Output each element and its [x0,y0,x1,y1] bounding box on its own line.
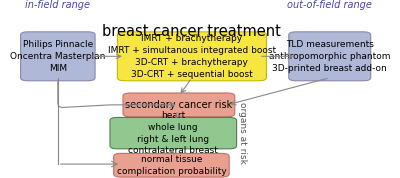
Text: heart
whole lung
right & left lung
contralateral breast: heart whole lung right & left lung contr… [128,111,218,155]
FancyBboxPatch shape [20,32,95,81]
Text: IMRT + brachytherapy
IMRT + simultanous integrated boost
3D-CRT + brachytherapy
: IMRT + brachytherapy IMRT + simultanous … [108,34,276,78]
Text: organs at risk: organs at risk [238,102,247,164]
Text: TLD measurements
anthropomorphic phantom
3D-printed breast add-on: TLD measurements anthropomorphic phantom… [269,40,390,73]
FancyBboxPatch shape [123,93,235,117]
Text: in-field range: in-field range [25,0,90,11]
FancyBboxPatch shape [110,117,237,149]
Text: secondary cancer risk: secondary cancer risk [125,100,232,110]
FancyBboxPatch shape [289,32,371,81]
Text: Philips Pinnacle
Oncentra Masterplan
MIM: Philips Pinnacle Oncentra Masterplan MIM [10,40,106,73]
Text: normal tissue
complication probability: normal tissue complication probability [116,155,226,176]
FancyBboxPatch shape [114,153,229,177]
Text: breast cancer treatment: breast cancer treatment [102,24,281,39]
Text: out-of-field range: out-of-field range [287,0,372,11]
FancyBboxPatch shape [118,32,266,81]
